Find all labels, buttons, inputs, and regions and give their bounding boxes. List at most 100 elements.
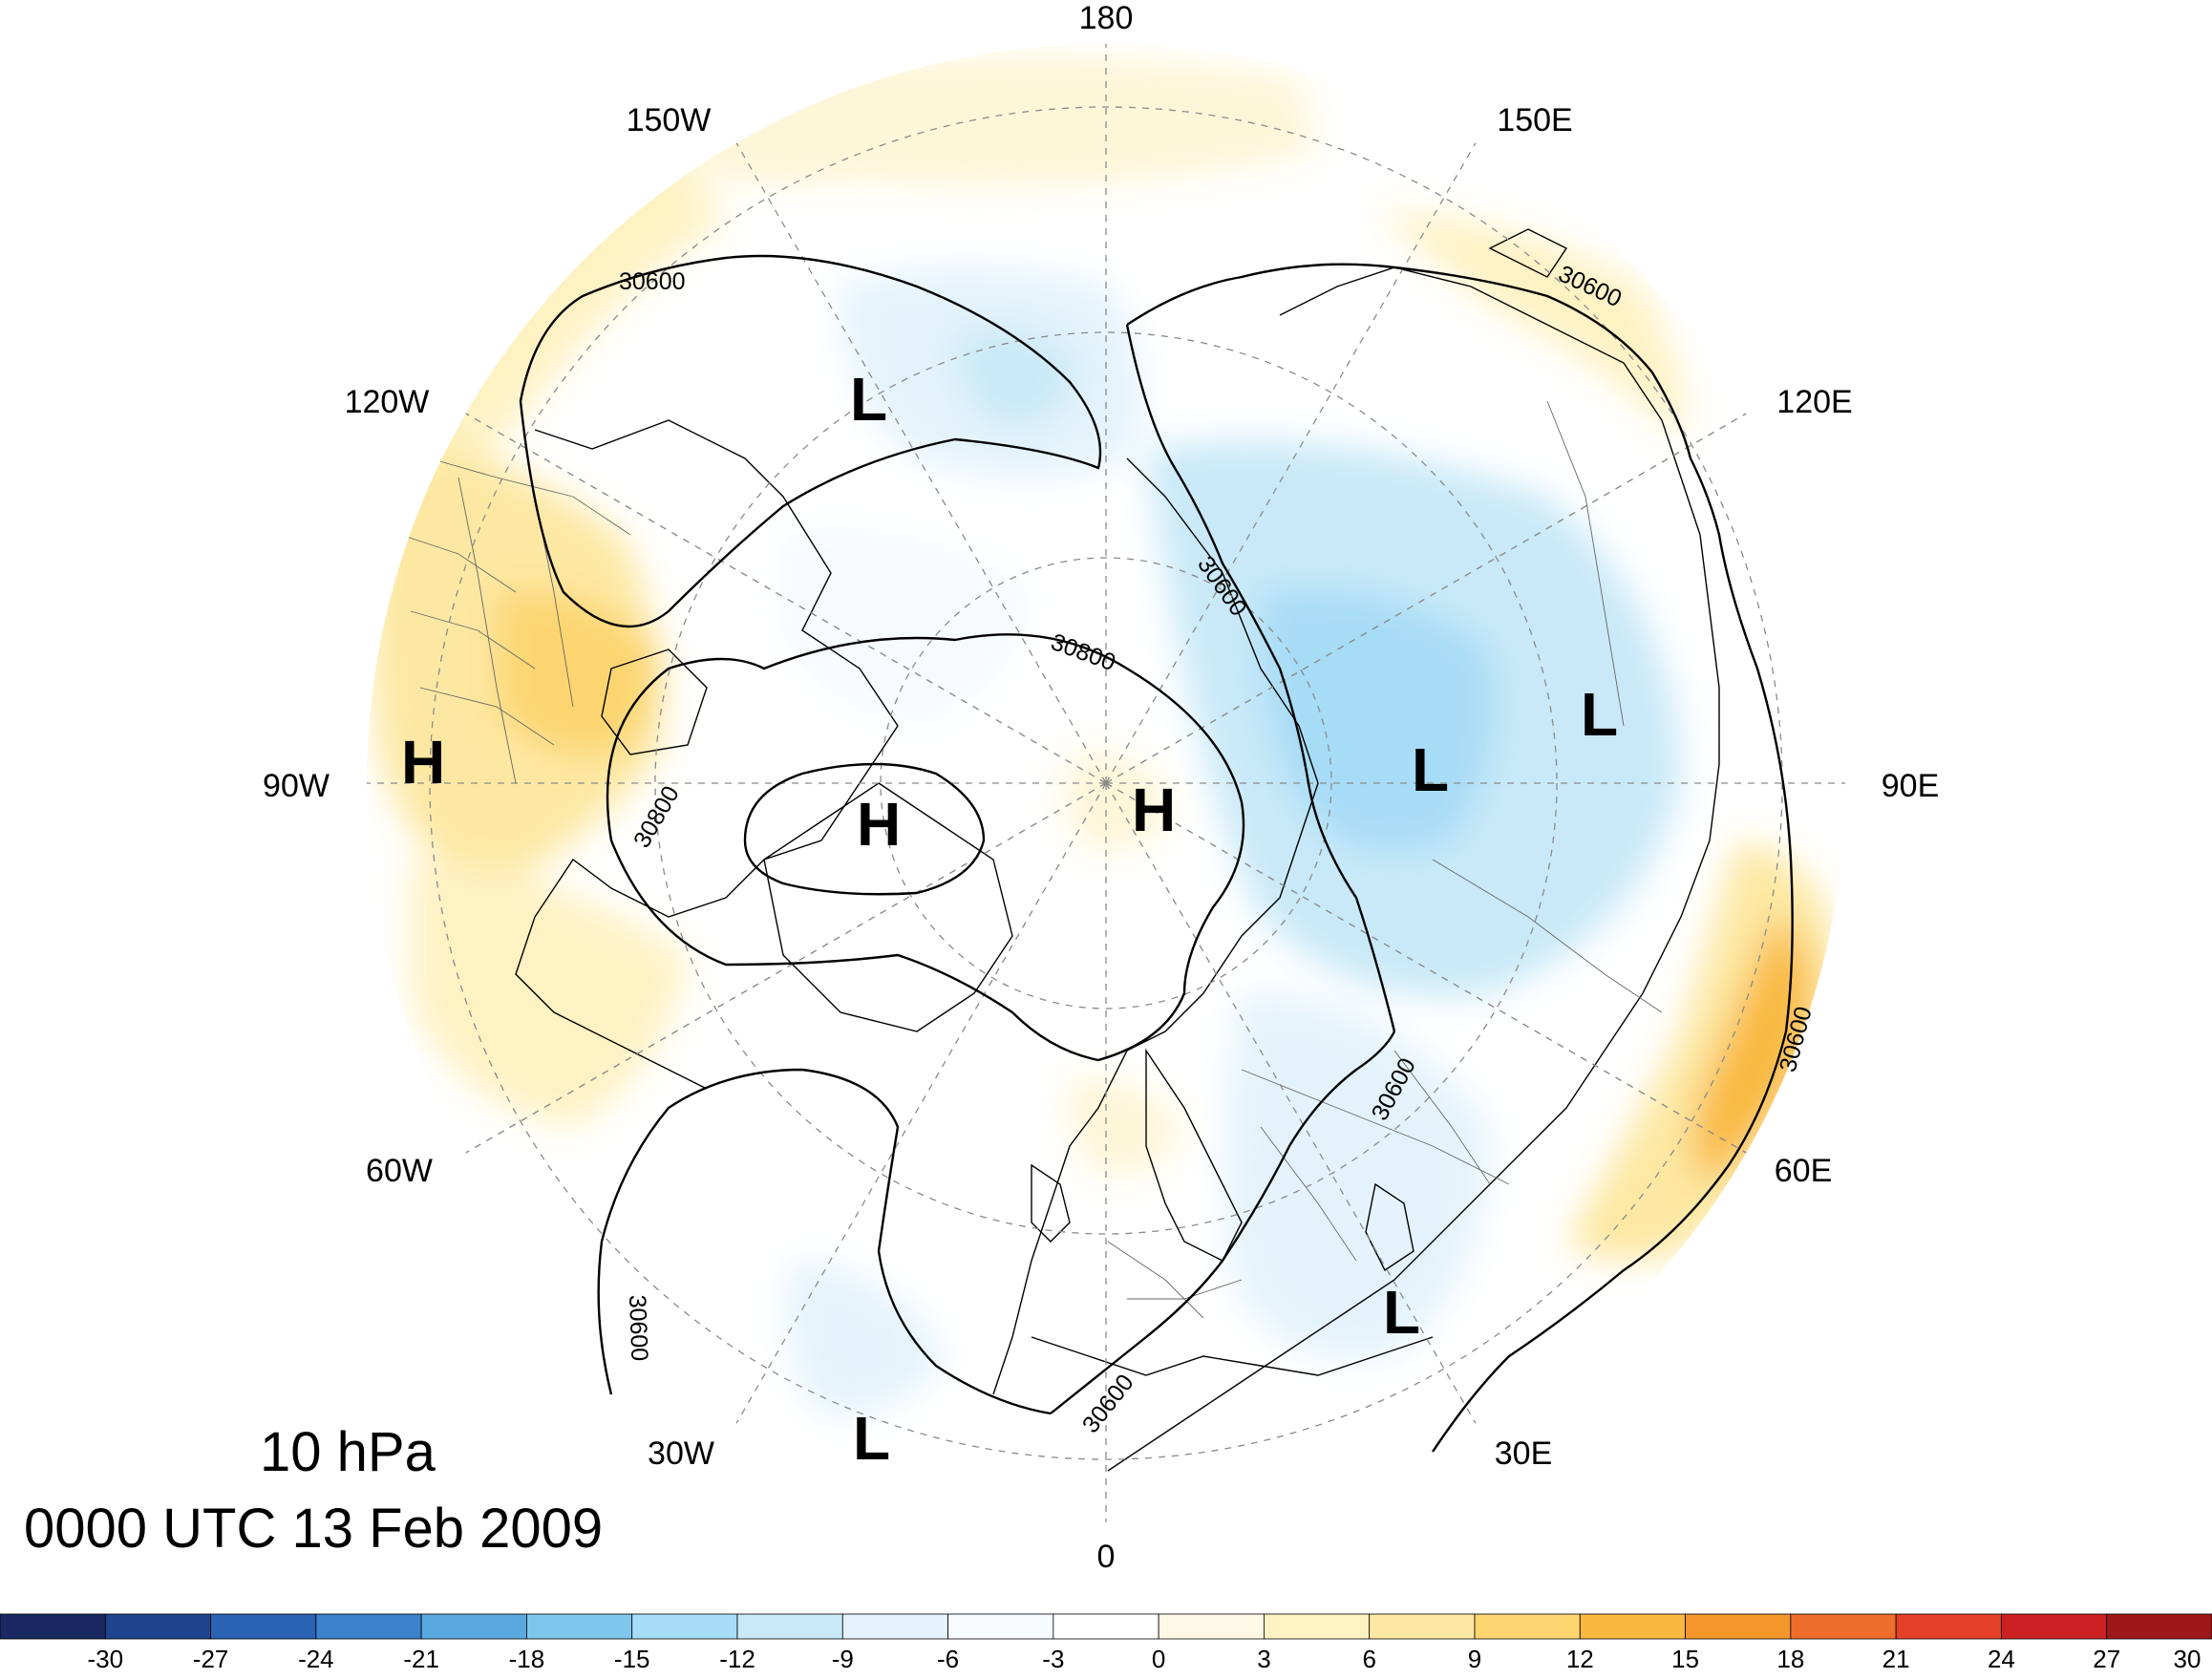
colorbar-tick-label: 27 xyxy=(2093,1645,2120,1673)
coastline-mediterranean xyxy=(1031,1336,1434,1376)
colorbar-tick-label: 3 xyxy=(1257,1645,1270,1673)
warm-region-pole xyxy=(1063,753,1175,852)
contour-30600-eurasia xyxy=(1126,263,1794,1453)
meridian-line-60 xyxy=(1105,413,1747,784)
lon-label-120e: 120E xyxy=(1776,384,1852,420)
colorbar-swatch xyxy=(1579,1613,1686,1640)
lon-label-30w: 30W xyxy=(648,1435,714,1472)
colorbar: -30 -27 -24 -21 -18 -15 -12 -9 -6 -3 0 3 6 9 12 15 18 21 2… xyxy=(0,1613,2212,1673)
colorbar-swatch xyxy=(1895,1613,2002,1640)
time-title: 0000 UTC 13 Feb 2009 xyxy=(24,1498,603,1560)
border-asia-east xyxy=(1546,400,1625,727)
coastline-eurasia-east xyxy=(1107,266,1720,1472)
meridian-line-330 xyxy=(735,142,1107,784)
coastline-greenland xyxy=(763,782,1013,1032)
colorbar-tick-label: -18 xyxy=(509,1645,545,1673)
lon-label-60w: 60W xyxy=(366,1153,433,1189)
cold-core-alaska xyxy=(955,329,1079,430)
cold-region-atlantic xyxy=(787,1261,946,1415)
colorbar-tick-label: -6 xyxy=(937,1645,959,1673)
lon-label-150w: 150W xyxy=(627,102,712,138)
colorbar-swatch xyxy=(420,1613,527,1640)
contour-30800-canada-high xyxy=(743,762,986,896)
colorbar-tick-label: 9 xyxy=(1468,1645,1481,1673)
colorbar-swatch xyxy=(631,1613,738,1640)
latitude-circle-1 xyxy=(880,557,1332,1010)
border-russia-south xyxy=(1432,859,1663,1013)
colorbar-swatch xyxy=(2106,1613,2212,1640)
colorbar-swatch xyxy=(210,1613,317,1640)
meridian-line-300 xyxy=(465,413,1107,784)
low-center-siberia-west: L xyxy=(1412,735,1449,804)
contour-30600-western xyxy=(1125,324,1396,1032)
contour-30600-europe xyxy=(1050,1031,1396,1414)
contour-30600-pacific xyxy=(519,254,1102,628)
colorbar-tick-label: 21 xyxy=(1882,1645,1910,1673)
latitude-circle-2 xyxy=(654,331,1558,1235)
colorbar-swatch xyxy=(0,1613,106,1640)
colorbar-tick-label: 24 xyxy=(1988,1645,2015,1673)
lon-label-0: 0 xyxy=(1097,1539,1116,1575)
colorbar-tick-label: -21 xyxy=(403,1645,439,1673)
colorbar-tick-label: -24 xyxy=(298,1645,334,1673)
meridian-line-240 xyxy=(465,782,1107,1154)
contour-label-30600-pacific: 30600 xyxy=(619,268,686,295)
colorbar-swatch xyxy=(104,1613,211,1640)
high-center-canada: H xyxy=(857,790,901,859)
lon-label-90e: 90E xyxy=(1882,768,1940,804)
pressure-centers: L H H H L L L L xyxy=(401,365,1618,1473)
warm-region-northeast xyxy=(1375,210,1686,439)
lon-label-30e: 30E xyxy=(1495,1435,1553,1472)
lon-label-90w: 90W xyxy=(263,768,330,804)
contour-label-30600-atlantic: 30600 xyxy=(624,1294,652,1361)
colorbar-tick-label: -9 xyxy=(832,1645,854,1673)
warm-core-americas xyxy=(497,590,661,756)
colorbar-tick-label: -15 xyxy=(614,1645,650,1673)
border-eurasia-1 xyxy=(1241,1069,1510,1185)
longitude-labels: 180 150E 120E 90E 60E 30E 0 30W 60W 90W … xyxy=(263,0,1939,1575)
border-eurasia-2 xyxy=(1260,1050,1491,1262)
colorbar-tick-label: 18 xyxy=(1776,1645,1804,1673)
border-canada-us xyxy=(429,457,631,536)
height-contours xyxy=(519,254,1794,1453)
cold-region-eurasia-south xyxy=(1224,993,1490,1360)
meridian-line-150 xyxy=(1105,782,1477,1424)
meridian-line-210 xyxy=(735,782,1107,1424)
coastline-hudson-bay xyxy=(601,648,708,755)
colorbar-tick-label: -27 xyxy=(193,1645,229,1673)
low-center-atlantic: L xyxy=(853,1404,890,1473)
warm-core-asia xyxy=(1693,917,1811,1184)
low-center-siberia-east: L xyxy=(1581,680,1618,749)
coastline-eurasia-north xyxy=(992,457,1319,1395)
colorbar-tick-label: -12 xyxy=(719,1645,755,1673)
warm-region-europe xyxy=(1068,1077,1184,1177)
cold-core-siberia xyxy=(1259,588,1495,854)
colorbar-tick-label: 12 xyxy=(1566,1645,1594,1673)
colorbar-tick-label: -30 xyxy=(87,1645,123,1673)
colorbar-tick-label: 15 xyxy=(1671,1645,1699,1673)
lon-label-120w: 120W xyxy=(345,384,430,420)
colorbar-swatch xyxy=(1369,1613,1476,1640)
warm-region-north xyxy=(688,54,1318,187)
border-europe xyxy=(1107,1241,1243,1319)
high-center-pole: H xyxy=(1132,776,1176,844)
colorbar-swatch xyxy=(1685,1613,1792,1640)
colorbar-swatch xyxy=(841,1613,948,1640)
colorbar-tick-label: 30 xyxy=(2174,1645,2201,1673)
colorbar-swatch xyxy=(736,1613,843,1640)
contour-30800-polar xyxy=(606,633,1245,1062)
contour-30600-atlantic xyxy=(597,1068,1052,1415)
colorbar-swatch xyxy=(526,1613,633,1640)
high-center-americas: H xyxy=(401,728,445,797)
meridian-line-30 xyxy=(1105,142,1477,784)
colorbar-swatch xyxy=(1158,1613,1265,1640)
colorbar-tick-label: -3 xyxy=(1042,1645,1064,1673)
lat-lon-grid xyxy=(367,44,1845,1522)
coastline-caspian xyxy=(1365,1182,1414,1272)
coastline-japan xyxy=(1488,228,1568,278)
warm-region-atlantic xyxy=(411,860,688,1127)
colorbar-swatch xyxy=(1790,1613,1897,1640)
lon-label-180: 180 xyxy=(1079,0,1134,36)
colorbar-swatch xyxy=(1053,1613,1159,1640)
